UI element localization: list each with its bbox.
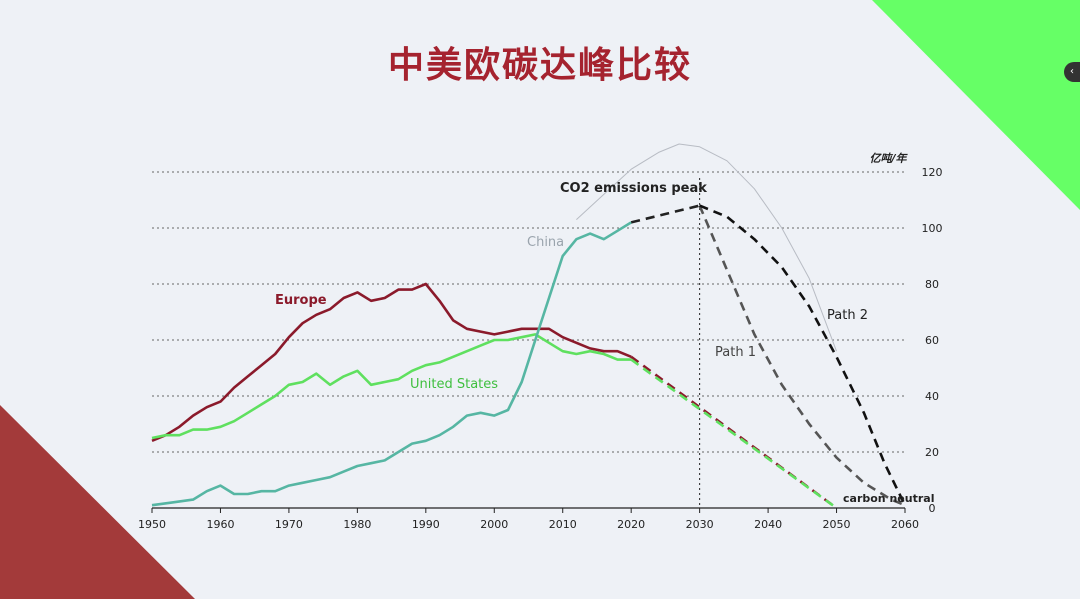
grid-lines bbox=[152, 171, 905, 508]
series-layer bbox=[151, 143, 907, 510]
series-line-united-states bbox=[151, 333, 632, 440]
series-line-path-1 bbox=[698, 205, 906, 507]
series-line-united-states-path bbox=[630, 358, 838, 510]
x-tick-label: 2020 bbox=[617, 518, 645, 531]
path1-label: Path 1 bbox=[715, 345, 756, 360]
peak-annotation: CO2 emissions peak bbox=[560, 181, 707, 196]
series-line-path-2 bbox=[699, 204, 907, 506]
path2-label: Path 2 bbox=[827, 308, 868, 323]
x-tick-label: 2030 bbox=[686, 518, 714, 531]
y-tick-label: 100 bbox=[922, 222, 943, 235]
page-title: 中美欧碳达峰比较 bbox=[387, 45, 692, 86]
series-line-path-2-envelope bbox=[576, 143, 837, 352]
x-tick-label: 1960 bbox=[206, 518, 234, 531]
x-tick-label: 2000 bbox=[480, 518, 508, 531]
corner-top-right bbox=[872, 0, 1080, 210]
x-tick-label: 1990 bbox=[412, 518, 440, 531]
x-tick-label: 1980 bbox=[343, 518, 371, 531]
y-tick-label: 20 bbox=[925, 446, 939, 459]
series-line-europe bbox=[151, 282, 632, 443]
x-tick-label: 1950 bbox=[138, 518, 166, 531]
x-tick-label: 1970 bbox=[275, 518, 303, 531]
y-unit-label: 亿吨/年 bbox=[869, 152, 908, 165]
series-label-united-states: United States bbox=[410, 377, 498, 392]
y-tick-label: 0 bbox=[929, 502, 936, 515]
x-tick-label: 2040 bbox=[754, 518, 782, 531]
labels-layer: 亿吨/年 Europe United States China CO2 emission… bbox=[275, 152, 934, 505]
y-tick-label: 80 bbox=[925, 278, 939, 291]
y-tick-label: 40 bbox=[925, 390, 939, 403]
x-tick-label: 2060 bbox=[891, 518, 919, 531]
carbon-neutral-label: carbon neutral bbox=[843, 492, 934, 505]
collapse-icon[interactable]: ‹ bbox=[1064, 62, 1080, 82]
y-tick-label: 120 bbox=[922, 166, 943, 179]
series-label-europe: Europe bbox=[275, 293, 327, 308]
series-label-china: China bbox=[527, 235, 564, 250]
corner-bottom-left bbox=[0, 405, 195, 599]
y-tick-label: 60 bbox=[925, 334, 939, 347]
series-line-china-peak-projection bbox=[630, 204, 700, 224]
x-tick-label: 2010 bbox=[549, 518, 577, 531]
x-tick-label: 2050 bbox=[823, 518, 851, 531]
series-line-china bbox=[151, 221, 632, 507]
